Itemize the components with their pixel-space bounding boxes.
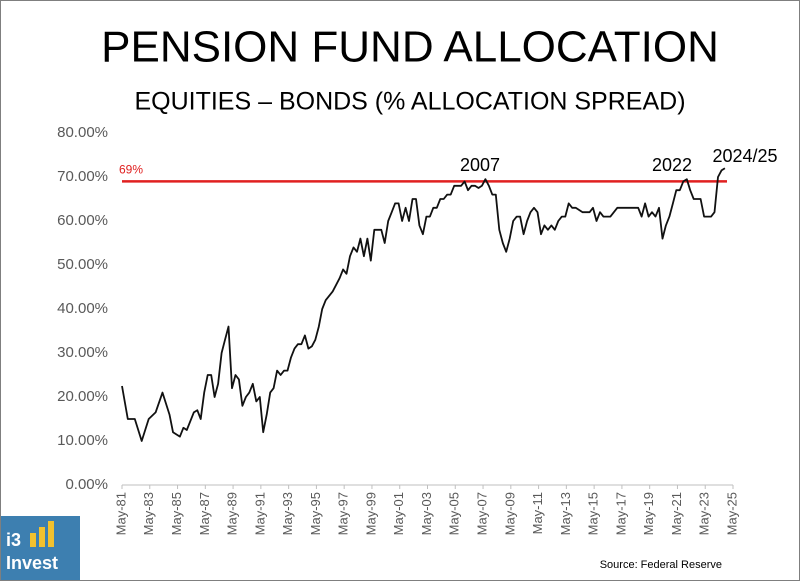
x-tick-label: May-99: [363, 492, 378, 535]
y-tick-label: 60.00%: [57, 212, 108, 229]
x-tick-label: May-85: [169, 492, 184, 535]
y-tick-label: 30.00%: [57, 344, 108, 361]
reference-label: 69%: [119, 163, 143, 177]
data-line: [121, 167, 726, 442]
x-tick-label: May-05: [447, 492, 462, 535]
logo-text: Invest: [6, 553, 58, 573]
y-tick-label: 10.00%: [57, 432, 108, 449]
x-tick-label: May-11: [530, 492, 545, 534]
chart-title: PENSION FUND ALLOCATION: [101, 23, 719, 72]
x-tick-label: May-01: [391, 492, 406, 535]
y-tick-label: 20.00%: [57, 388, 108, 405]
source: Source: Federal Reserve: [600, 559, 722, 571]
annotation: 2007: [460, 155, 500, 175]
logo-background: [1, 516, 80, 580]
x-tick-label: May-81: [113, 492, 128, 535]
y-tick-label: 50.00%: [57, 256, 108, 273]
chart-subtitle: EQUITIES – BONDS (% ALLOCATION SPREAD): [134, 88, 685, 116]
x-tick-label: May-95: [308, 492, 323, 535]
logo-bar: [30, 533, 36, 547]
x-tick-label: May-13: [558, 492, 573, 535]
x-tick-label: May-89: [225, 492, 240, 535]
x-tick-label: May-83: [141, 492, 156, 535]
annotation: 2022: [652, 155, 692, 175]
x-tick-label: May-21: [669, 492, 684, 535]
x-tick-label: May-09: [502, 492, 517, 535]
x-tick-label: May-19: [641, 492, 656, 535]
logo: i3 Invest: [1, 516, 80, 580]
logo-bar: [39, 527, 45, 547]
x-tick-label: May-17: [613, 492, 628, 535]
y-tick-label: 40.00%: [57, 300, 108, 317]
y-tick-label: 0.00%: [65, 476, 108, 493]
x-tick-label: May-97: [336, 492, 351, 535]
logo-bar: [48, 521, 54, 547]
x-tick-label: May-03: [419, 492, 434, 535]
x-tick-label: May-93: [280, 492, 295, 535]
x-tick-label: May-15: [586, 492, 601, 535]
x-tick-label: May-23: [697, 492, 712, 535]
x-tick-label: May-91: [252, 492, 267, 535]
annotation: 2024/25: [712, 146, 777, 166]
y-tick-label: 70.00%: [57, 168, 108, 185]
logo-text: i3: [6, 530, 21, 550]
x-tick-label: May-07: [474, 492, 489, 535]
x-tick-label: May-87: [197, 492, 212, 535]
y-tick-label: 80.00%: [57, 124, 108, 141]
x-tick-label: May-25: [724, 492, 739, 535]
